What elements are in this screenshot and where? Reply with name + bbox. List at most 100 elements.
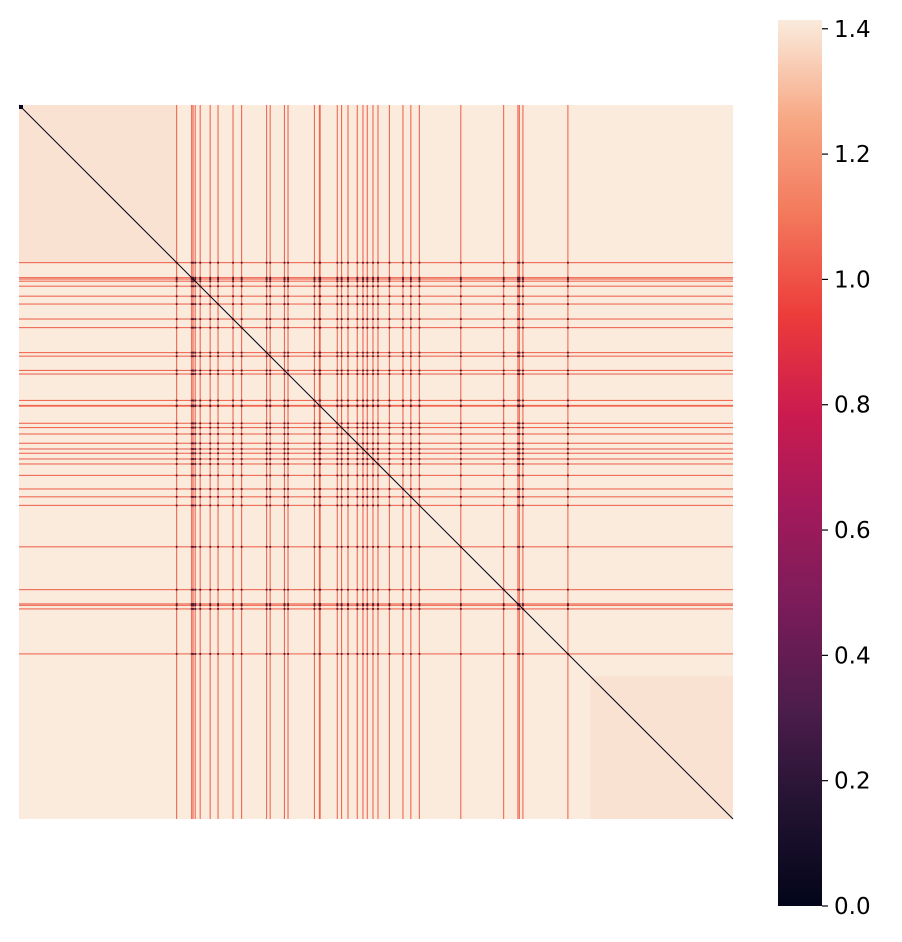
highlight-intersection (347, 295, 349, 298)
highlight-intersection (190, 285, 193, 288)
highlight-intersection (209, 373, 212, 375)
highlight-intersection (287, 603, 289, 605)
highlight-intersection (192, 463, 195, 465)
highlight-intersection (192, 326, 195, 329)
highlight-intersection (175, 463, 178, 465)
highlight-intersection (388, 373, 391, 375)
highlight-intersection (265, 276, 268, 279)
highlight-intersection (283, 422, 286, 425)
highlight-intersection (319, 318, 322, 320)
highlight-intersection (418, 369, 421, 372)
highlight-intersection (192, 276, 195, 279)
highlight-intersection (372, 545, 374, 548)
highlight-row (19, 303, 733, 305)
highlight-intersection (217, 426, 219, 429)
highlight-intersection (232, 326, 234, 329)
highlight-row (19, 546, 733, 548)
highlight-intersection (287, 303, 289, 305)
highlight-intersection (347, 474, 349, 477)
highlight-intersection (409, 448, 412, 450)
highlight-intersection (402, 458, 404, 460)
highlight-intersection (362, 458, 364, 460)
highlight-intersection (377, 653, 379, 655)
highlight-intersection (409, 426, 412, 429)
highlight-intersection (190, 355, 193, 358)
highlight-intersection (194, 474, 197, 477)
highlight-intersection (402, 448, 404, 450)
highlight-intersection (459, 285, 462, 288)
highlight-intersection (356, 495, 359, 498)
highlight-intersection (388, 276, 391, 279)
highlight-intersection (232, 653, 234, 655)
highlight-intersection (366, 653, 369, 655)
highlight-intersection (418, 426, 421, 429)
highlight-intersection (313, 276, 316, 279)
highlight-row (19, 369, 733, 371)
highlight-intersection (313, 373, 316, 375)
highlight-intersection (287, 261, 289, 264)
highlight-intersection (518, 588, 521, 591)
highlight-intersection (194, 495, 197, 498)
highlight-intersection (409, 326, 412, 329)
highlight-intersection (377, 588, 379, 591)
highlight-intersection (319, 276, 322, 279)
highlight-intersection (240, 604, 243, 607)
highlight-intersection (366, 504, 369, 507)
highlight-intersection (388, 295, 391, 298)
highlight-intersection (518, 422, 521, 425)
highlight-intersection (522, 276, 524, 279)
highlight-intersection (217, 604, 219, 607)
highlight-intersection (372, 405, 374, 408)
highlight-intersection (366, 458, 369, 460)
highlight-intersection (517, 653, 519, 655)
highlight-intersection (190, 603, 193, 605)
highlight-intersection (232, 261, 234, 264)
highlight-intersection (502, 303, 505, 305)
highlight-intersection (502, 295, 505, 298)
highlight-intersection (340, 422, 343, 425)
highlight-intersection (269, 545, 272, 548)
highlight-intersection (269, 474, 272, 477)
highlight-intersection (313, 545, 316, 548)
highlight-intersection (372, 280, 374, 283)
highlight-intersection (388, 278, 391, 281)
highlight-intersection (319, 608, 322, 610)
highlight-intersection (356, 399, 359, 402)
highlight-intersection (217, 351, 219, 354)
highlight-intersection (190, 504, 193, 507)
highlight-intersection (175, 488, 178, 490)
highlight-intersection (209, 422, 212, 425)
highlight-intersection (319, 355, 322, 358)
highlight-intersection (459, 426, 462, 429)
highlight-intersection (199, 653, 202, 655)
highlight-intersection (283, 608, 286, 610)
highlight-intersection (194, 603, 197, 605)
highlight-intersection (340, 504, 343, 507)
highlight-intersection (269, 369, 272, 372)
highlight-intersection (518, 399, 521, 402)
highlight-intersection (240, 369, 243, 372)
highlight-intersection (217, 448, 219, 450)
highlight-intersection (199, 458, 202, 460)
highlight-intersection (175, 405, 178, 408)
highlight-intersection (336, 405, 339, 408)
highlight-intersection (518, 452, 521, 455)
highlight-intersection (232, 422, 234, 425)
highlight-intersection (232, 280, 234, 283)
highlight-intersection (217, 373, 219, 375)
highlight-intersection (319, 604, 322, 607)
highlight-intersection (340, 280, 343, 283)
highlight-intersection (372, 426, 374, 429)
highlight-intersection (283, 405, 286, 408)
highlight-intersection (356, 653, 359, 655)
highlight-intersection (217, 285, 219, 288)
highlight-intersection (518, 276, 521, 279)
highlight-intersection (377, 285, 379, 288)
highlight-intersection (287, 326, 289, 329)
highlight-intersection (567, 504, 569, 507)
highlight-intersection (336, 295, 339, 298)
highlight-intersection (402, 261, 404, 264)
highlight-intersection (175, 608, 178, 610)
highlight-intersection (388, 405, 391, 408)
highlight-intersection (287, 448, 289, 450)
